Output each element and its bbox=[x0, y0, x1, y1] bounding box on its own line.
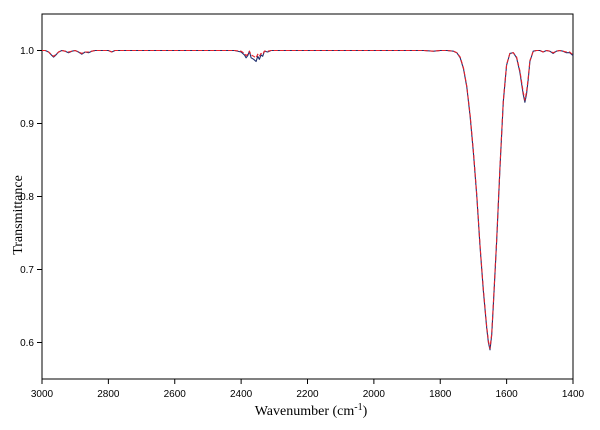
y-tick-label: 1.0 bbox=[20, 46, 34, 57]
x-tick-label: 1800 bbox=[429, 389, 452, 400]
x-axis-title-superscript: -1 bbox=[354, 402, 362, 413]
x-axis-title: Wavenumber (cm-1) bbox=[255, 402, 368, 419]
x-axis-ticks: 3000 2800 2600 2400 2200 2000 1800 1600 1400 bbox=[31, 379, 585, 400]
x-tick-label: 2400 bbox=[230, 389, 253, 400]
x-tick-label: 1600 bbox=[496, 389, 519, 400]
y-axis-title: Transmittance bbox=[11, 175, 26, 255]
y-tick-label: 0.6 bbox=[20, 338, 34, 349]
x-tick-label: 1400 bbox=[562, 389, 585, 400]
plot-frame bbox=[41, 13, 574, 380]
y-tick-label: 0.9 bbox=[20, 119, 34, 130]
y-tick-label: 0.8 bbox=[20, 192, 34, 203]
series-layer bbox=[42, 49, 574, 351]
y-axis-ticks: 0.6 0.7 0.8 0.9 1.0 bbox=[20, 46, 42, 349]
x-tick-label: 2600 bbox=[164, 389, 187, 400]
x-tick-label: 2000 bbox=[363, 389, 386, 400]
x-axis-title-close: ) bbox=[363, 404, 368, 419]
y-tick-label: 0.7 bbox=[20, 265, 34, 276]
x-axis-title-main: Wavenumber (cm bbox=[255, 404, 355, 419]
x-tick-label: 3000 bbox=[31, 389, 54, 400]
x-tick-label: 2800 bbox=[97, 389, 120, 400]
x-tick-label: 2200 bbox=[296, 389, 319, 400]
series-line-2 bbox=[42, 49, 574, 349]
